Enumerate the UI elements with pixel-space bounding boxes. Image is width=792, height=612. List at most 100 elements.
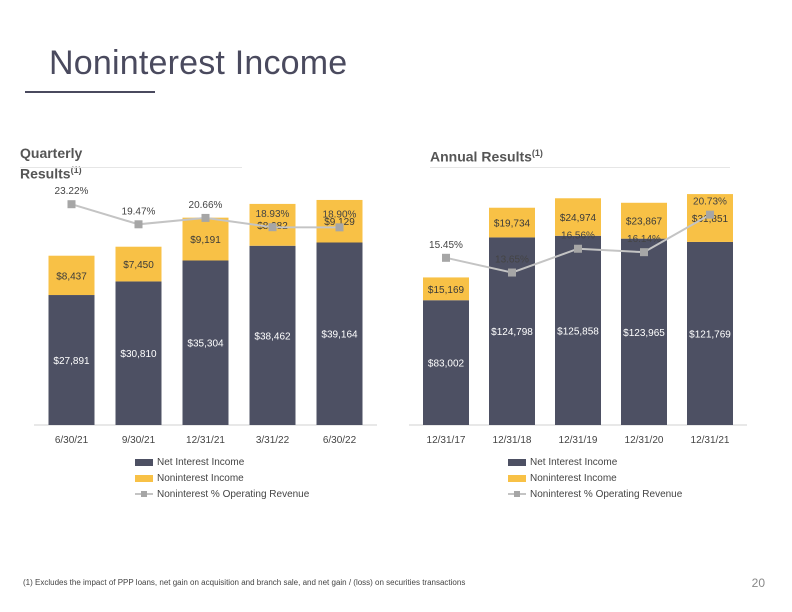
bar-noninterest-income	[316, 199, 363, 243]
data-label-noninterest-pct: 16.14%	[627, 234, 661, 245]
marker-noninterest-pct	[67, 200, 76, 209]
bar-noninterest-income	[489, 207, 535, 238]
legend-noninterest-pct: Noninterest % Operating Revenue	[508, 486, 682, 502]
marker-noninterest-pct	[335, 223, 344, 232]
data-label-noninterest-income: $24,974	[560, 213, 597, 224]
data-label-noninterest-pct: 20.66%	[189, 200, 223, 211]
quarterly-chart: $27,891 $8,437 6/30/21 $30,810 $7,450 9/30/21…	[34, 186, 377, 446]
quarterly-title-footnote-ref: (1)	[70, 165, 82, 175]
bar-net-interest-income	[621, 238, 667, 425]
x-tick-label: 6/30/21	[55, 435, 89, 446]
annual-title-text: Annual Results	[430, 148, 532, 165]
marker-noninterest-pct	[574, 244, 582, 253]
page-number: 20	[751, 576, 765, 590]
bar-net-interest-income	[555, 235, 601, 425]
marker-noninterest-pct	[201, 213, 210, 222]
annual-results-title: Annual Results(1)	[430, 145, 543, 166]
data-label-noninterest-pct: 19.47%	[122, 206, 156, 217]
marker-noninterest-pct	[268, 223, 277, 232]
data-label-net-interest-income: $30,810	[120, 349, 157, 360]
page-title: Noninterest Income	[49, 44, 348, 82]
annual-title-rule	[430, 167, 730, 168]
bar-net-interest-income	[249, 245, 296, 425]
legend-swatch-net	[508, 458, 526, 466]
data-label-net-interest-income: $39,164	[321, 330, 358, 341]
data-label-net-interest-income: $121,769	[689, 329, 731, 340]
legend-swatch-net	[135, 458, 153, 466]
data-label-net-interest-income: $27,891	[53, 356, 90, 367]
x-tick-label: 12/31/21	[691, 435, 730, 446]
bar-noninterest-income	[182, 217, 229, 261]
bar-noninterest-income	[423, 277, 469, 301]
legend-label: Noninterest Income	[157, 472, 244, 484]
legend-label: Noninterest % Operating Revenue	[157, 488, 310, 500]
bar-noninterest-income	[621, 202, 667, 239]
data-label-noninterest-income: $19,734	[494, 219, 531, 230]
title-underline	[25, 91, 155, 93]
marker-noninterest-pct	[442, 253, 450, 262]
legend-noninterest-income: Noninterest Income	[135, 470, 309, 486]
marker-noninterest-pct	[134, 220, 143, 229]
x-tick-label: 3/31/22	[256, 435, 290, 446]
data-label-noninterest-income: $31,851	[692, 214, 729, 225]
data-label-noninterest-income: $7,450	[123, 260, 154, 271]
bar-net-interest-income	[48, 295, 95, 425]
quarterly-title-rule	[20, 167, 242, 168]
legend-swatch-nonint	[508, 474, 526, 482]
data-label-net-interest-income: $38,462	[254, 331, 291, 342]
data-label-noninterest-income: $8,437	[56, 271, 87, 282]
quarterly-title-text: Quarterly Results	[20, 145, 83, 182]
legend-swatch-line	[135, 489, 153, 499]
data-label-noninterest-pct: 23.22%	[55, 186, 89, 197]
legend-label: Noninterest Income	[530, 472, 617, 484]
data-label-noninterest-income: $9,129	[324, 217, 355, 228]
legend-noninterest-pct: Noninterest % Operating Revenue	[135, 486, 309, 502]
annual-legend: Net Interest Income Noninterest Income N…	[508, 454, 682, 502]
legend-noninterest-income: Noninterest Income	[508, 470, 682, 486]
quarterly-legend: Net Interest Income Noninterest Income N…	[135, 454, 309, 502]
bar-net-interest-income	[423, 300, 469, 425]
bar-noninterest-income	[48, 255, 95, 296]
data-label-noninterest-pct: 18.93%	[256, 209, 290, 220]
legend-swatch-line	[508, 489, 526, 499]
legend-label: Net Interest Income	[530, 456, 618, 468]
annual-title-footnote-ref: (1)	[531, 148, 543, 158]
data-label-noninterest-income: $9,191	[190, 235, 221, 246]
marker-noninterest-pct	[706, 210, 714, 219]
data-label-noninterest-pct: 16.56%	[561, 231, 595, 242]
legend-net-interest-income: Net Interest Income	[508, 454, 682, 470]
bar-net-interest-income	[316, 242, 363, 425]
legend-swatch-nonint	[135, 474, 153, 482]
x-tick-label: 12/31/18	[493, 435, 532, 446]
bar-noninterest-income	[115, 246, 162, 282]
x-tick-label: 12/31/21	[186, 435, 225, 446]
x-tick-label: 6/30/22	[323, 435, 357, 446]
x-tick-label: 9/30/21	[122, 435, 156, 446]
marker-noninterest-pct	[640, 248, 648, 257]
quarterly-results-title: Quarterly Results(1)	[20, 145, 110, 183]
legend-label: Noninterest % Operating Revenue	[530, 488, 683, 500]
data-label-noninterest-pct: 18.90%	[323, 209, 357, 220]
bar-noninterest-income	[555, 198, 601, 236]
bar-net-interest-income	[687, 241, 733, 425]
legend-label: Net Interest Income	[157, 456, 245, 468]
data-label-net-interest-income: $83,002	[428, 359, 465, 370]
data-label-net-interest-income: $123,965	[623, 328, 665, 339]
bar-net-interest-income	[115, 281, 162, 425]
x-tick-label: 12/31/20	[625, 435, 664, 446]
marker-noninterest-pct	[508, 268, 516, 277]
footnote: (1) Excludes the impact of PPP loans, ne…	[23, 578, 466, 587]
data-label-noninterest-pct: 13.65%	[495, 255, 529, 266]
bar-net-interest-income	[182, 260, 229, 425]
data-label-noninterest-income: $23,867	[626, 217, 663, 228]
data-label-net-interest-income: $35,304	[187, 339, 224, 350]
data-label-net-interest-income: $125,858	[557, 326, 599, 337]
annual-chart: $83,002 $15,169 12/31/17 $124,798 $19,734 12/…	[409, 194, 747, 446]
x-tick-label: 12/31/17	[427, 435, 466, 446]
data-label-noninterest-pct: 15.45%	[429, 240, 463, 251]
data-label-net-interest-income: $124,798	[491, 327, 533, 338]
legend-net-interest-income: Net Interest Income	[135, 454, 309, 470]
data-label-noninterest-pct: 20.73%	[693, 197, 727, 208]
data-label-noninterest-income: $15,169	[428, 285, 465, 296]
x-tick-label: 12/31/19	[559, 435, 598, 446]
